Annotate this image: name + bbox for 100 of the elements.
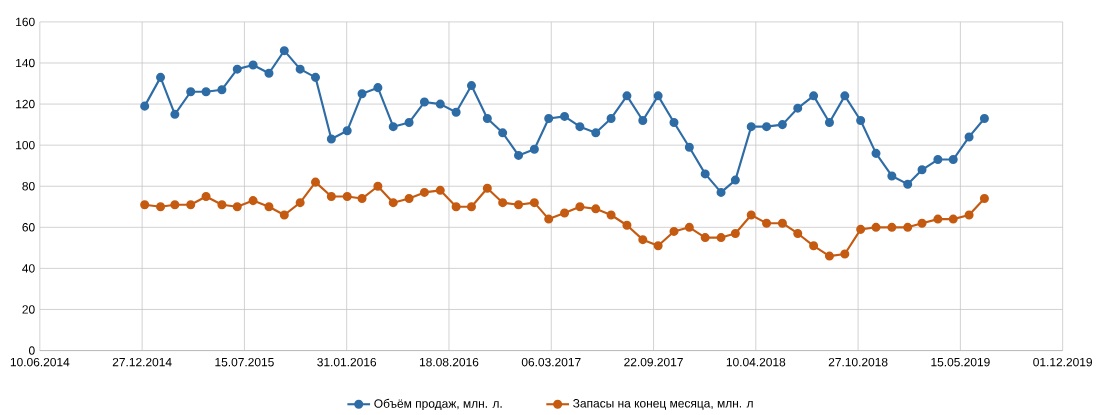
point bbox=[856, 224, 866, 234]
point bbox=[140, 101, 150, 111]
legend-label: Объём продаж, млн. л. bbox=[374, 398, 502, 411]
point bbox=[979, 113, 989, 123]
point bbox=[887, 171, 897, 181]
point bbox=[264, 68, 274, 78]
x-tick-label: 18.08.2016 bbox=[419, 357, 479, 367]
point bbox=[156, 202, 166, 212]
point bbox=[793, 103, 803, 113]
point bbox=[264, 202, 274, 212]
point bbox=[840, 249, 850, 259]
point bbox=[917, 218, 927, 228]
point bbox=[903, 179, 913, 189]
point bbox=[964, 132, 974, 142]
point bbox=[716, 233, 726, 243]
point bbox=[529, 144, 539, 154]
y-tick-label: 20 bbox=[22, 305, 35, 314]
point bbox=[684, 222, 694, 232]
point bbox=[591, 128, 601, 138]
y-tick-label: 160 bbox=[16, 17, 35, 27]
point bbox=[824, 118, 834, 128]
point bbox=[279, 210, 289, 220]
point bbox=[871, 222, 881, 232]
point bbox=[435, 185, 445, 195]
point bbox=[933, 155, 943, 165]
x-tick-label: 27.10.2018 bbox=[828, 357, 888, 367]
point bbox=[326, 134, 336, 144]
point bbox=[514, 150, 524, 160]
y-tick-label: 80 bbox=[22, 182, 35, 191]
x-tick-label: 01.12.2019 bbox=[1033, 357, 1092, 367]
point bbox=[373, 83, 383, 93]
point bbox=[201, 87, 211, 97]
point bbox=[201, 192, 211, 202]
x-tick-label: 22.09.2017 bbox=[624, 357, 683, 367]
point bbox=[730, 229, 740, 239]
point bbox=[638, 235, 648, 245]
point bbox=[357, 194, 367, 204]
point bbox=[156, 72, 166, 82]
point bbox=[638, 116, 648, 126]
x-tick-label: 15.05.2019 bbox=[931, 357, 990, 367]
point bbox=[186, 87, 196, 97]
point bbox=[979, 194, 989, 204]
point bbox=[279, 46, 289, 56]
point bbox=[684, 142, 694, 152]
point bbox=[856, 116, 866, 126]
point bbox=[217, 200, 227, 210]
x-tick-label: 06.03.2017 bbox=[521, 357, 581, 367]
y-tick-label: 0 bbox=[28, 346, 35, 355]
y-tick-label: 40 bbox=[22, 264, 35, 273]
point bbox=[575, 202, 585, 212]
point bbox=[917, 165, 927, 175]
point bbox=[871, 148, 881, 158]
point bbox=[466, 202, 476, 212]
point bbox=[933, 214, 943, 224]
point bbox=[404, 194, 414, 204]
point bbox=[388, 122, 398, 132]
x-tick-label: 10.04.2018 bbox=[726, 357, 786, 367]
point bbox=[575, 122, 585, 132]
point bbox=[404, 118, 414, 128]
point bbox=[606, 210, 616, 220]
point bbox=[762, 122, 772, 132]
point bbox=[514, 200, 524, 210]
legend-label: Запасы на конец месяца, млн. л bbox=[573, 399, 753, 410]
x-tick-label: 10.06.2014 bbox=[10, 357, 70, 367]
point bbox=[419, 187, 429, 197]
point bbox=[295, 198, 305, 208]
point bbox=[544, 113, 554, 123]
point bbox=[606, 113, 616, 123]
point bbox=[435, 99, 445, 109]
point bbox=[529, 198, 539, 208]
point bbox=[248, 60, 258, 70]
x-tick-label: 15.07.2015 bbox=[215, 357, 274, 367]
y-tick-label: 120 bbox=[16, 99, 35, 109]
point bbox=[653, 91, 663, 101]
point bbox=[591, 204, 601, 214]
point bbox=[777, 218, 787, 228]
point bbox=[824, 251, 834, 261]
x-tick-label: 31.01.2016 bbox=[317, 357, 377, 367]
point bbox=[730, 175, 740, 185]
point bbox=[762, 218, 772, 228]
point bbox=[948, 214, 958, 224]
point bbox=[451, 107, 461, 117]
point bbox=[903, 222, 913, 232]
point bbox=[622, 91, 632, 101]
point bbox=[746, 122, 756, 132]
point bbox=[217, 85, 227, 95]
point bbox=[482, 113, 492, 123]
point bbox=[186, 200, 196, 210]
point bbox=[310, 72, 321, 82]
point bbox=[560, 111, 570, 121]
point bbox=[544, 214, 554, 224]
point bbox=[700, 233, 710, 243]
point bbox=[560, 208, 570, 218]
x-tick-label: 27.12.2014 bbox=[112, 357, 172, 367]
point bbox=[777, 120, 787, 130]
point bbox=[342, 126, 352, 136]
y-tick-label: 140 bbox=[16, 58, 35, 68]
y-tick-label: 60 bbox=[22, 223, 35, 232]
point bbox=[295, 64, 305, 74]
point bbox=[466, 81, 476, 91]
